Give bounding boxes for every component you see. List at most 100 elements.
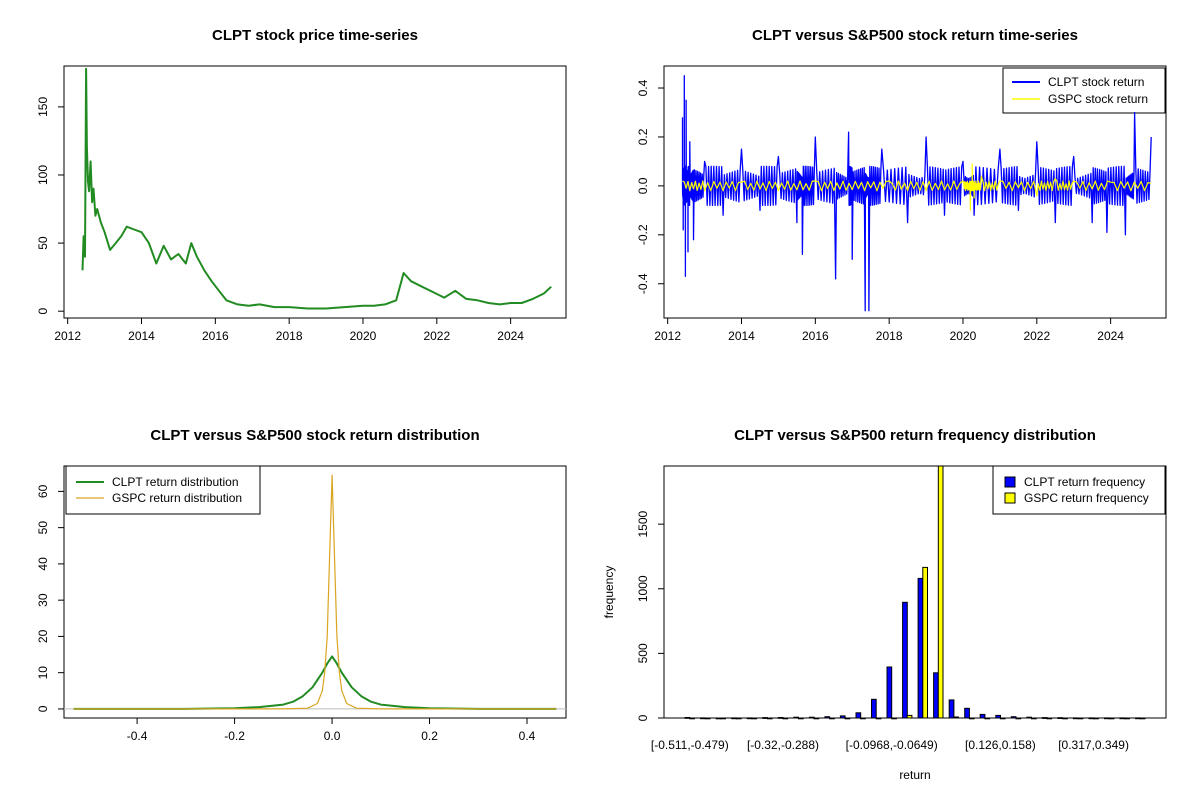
chart-title: CLPT versus S&P500 stock return distribu… (150, 427, 479, 444)
bar (1010, 716, 1017, 719)
bar (793, 716, 799, 719)
bar (906, 714, 913, 719)
panel-return-frequency: CLPT versus S&P500 return frequency dist… (602, 427, 1167, 782)
bar (824, 716, 831, 719)
y-tick-label: 500 (636, 643, 650, 663)
x-tick-label: 2014 (128, 329, 155, 343)
bar (808, 716, 815, 719)
bar (1072, 717, 1079, 720)
chart-title: CLPT stock price time-series (212, 27, 418, 44)
x-tick-label: [-0.0968,-0.0649) (846, 738, 938, 752)
x-tick-label: 2018 (876, 329, 903, 343)
bar (902, 601, 908, 719)
legend-box (1002, 67, 1166, 114)
chart-title: CLPT versus S&P500 stock return time-ser… (752, 27, 1078, 44)
bar (766, 717, 773, 720)
bar (953, 716, 959, 719)
bar (1062, 717, 1068, 720)
x-tick-label: 2012 (54, 329, 81, 343)
y-axis-label: frequency (602, 566, 616, 619)
bar (968, 717, 975, 720)
bar (746, 717, 753, 720)
legend-label-gspc-freq: GSPC return frequency (1024, 491, 1149, 505)
bar (1041, 717, 1048, 719)
bar (984, 717, 991, 720)
plot-frame (63, 465, 567, 719)
bar (1119, 717, 1126, 720)
y-tick-label: 40 (36, 557, 50, 571)
x-tick-label: 2016 (802, 329, 829, 343)
panel-return-distribution: CLPT versus S&P500 stock return distribu… (36, 427, 567, 743)
x-tick-label: [-0.32,-0.288) (747, 738, 819, 752)
bar (1077, 717, 1084, 720)
series-line-clpt-return (681, 75, 1152, 312)
bar (1015, 717, 1022, 720)
x-tick-label: -0.4 (127, 729, 148, 743)
legend-label-clpt-freq: CLPT return frequency (1024, 475, 1145, 489)
bar (886, 666, 893, 719)
plot-frame (663, 465, 1167, 719)
bar (1139, 717, 1146, 720)
bar (731, 717, 737, 720)
bar (871, 698, 877, 719)
bar (751, 717, 758, 720)
plot-frame (63, 65, 567, 319)
bar (689, 717, 695, 720)
bar (891, 717, 897, 720)
y-tick-label: 0 (36, 308, 50, 315)
x-tick-label: 2020 (350, 329, 377, 343)
x-tick-label: 0.4 (519, 729, 536, 743)
bar (715, 717, 722, 720)
x-tick-label: 2024 (497, 329, 524, 343)
bar (839, 715, 846, 719)
y-tick-label: 0.4 (636, 79, 650, 96)
y-tick-label: 30 (36, 593, 50, 607)
bar (1088, 717, 1095, 720)
y-tick-label: 50 (36, 236, 50, 250)
bar (844, 717, 851, 720)
bar (704, 717, 711, 720)
legend: CLPT return frequency GSPC return freque… (992, 465, 1166, 515)
x-tick-label: -0.2 (224, 729, 245, 743)
bar (937, 465, 944, 719)
bar (1135, 717, 1141, 720)
series-line-gspc-return (682, 163, 1152, 211)
bar (782, 717, 789, 720)
y-tick-label: 60 (36, 484, 50, 498)
bar (948, 699, 955, 719)
x-tick-label: 2014 (728, 329, 755, 343)
bar (1057, 717, 1064, 720)
x-tick-label: 2018 (276, 329, 303, 343)
bar (875, 717, 882, 720)
x-tick-label: 2016 (202, 329, 229, 343)
bar (813, 717, 820, 720)
y-tick-label: 1000 (636, 575, 650, 602)
y-tick-label: 100 (36, 165, 50, 185)
y-tick-label: 0.0 (636, 177, 650, 194)
y-tick-label: -0.4 (636, 273, 650, 294)
x-tick-label: 2024 (1097, 329, 1124, 343)
x-tick-label: 0.0 (324, 729, 341, 743)
x-tick-label: 2022 (423, 329, 450, 343)
bar (700, 717, 706, 720)
y-tick-label: 0 (636, 714, 650, 721)
series-line-clpt-density (73, 655, 557, 710)
panel-return-timeseries: CLPT versus S&P500 stock return time-ser… (636, 27, 1167, 343)
bar (995, 714, 1001, 719)
y-tick-label: 0.2 (636, 128, 650, 145)
x-tick-label: 2020 (950, 329, 977, 343)
bar (762, 717, 768, 719)
x-axis-label: return (899, 768, 930, 782)
x-tick-label: 2012 (654, 329, 681, 343)
y-tick-label: 1500 (636, 510, 650, 537)
bar (855, 712, 862, 719)
x-tick-label: [-0.511,-0.479) (651, 738, 729, 752)
legend-label-gspc: GSPC stock return (1048, 92, 1148, 106)
bar (684, 717, 691, 719)
bar (1093, 717, 1099, 720)
bar (735, 717, 742, 720)
plot-frame (663, 65, 1167, 319)
legend: CLPT stock return GSPC stock return (1002, 67, 1166, 114)
bar (720, 717, 726, 720)
